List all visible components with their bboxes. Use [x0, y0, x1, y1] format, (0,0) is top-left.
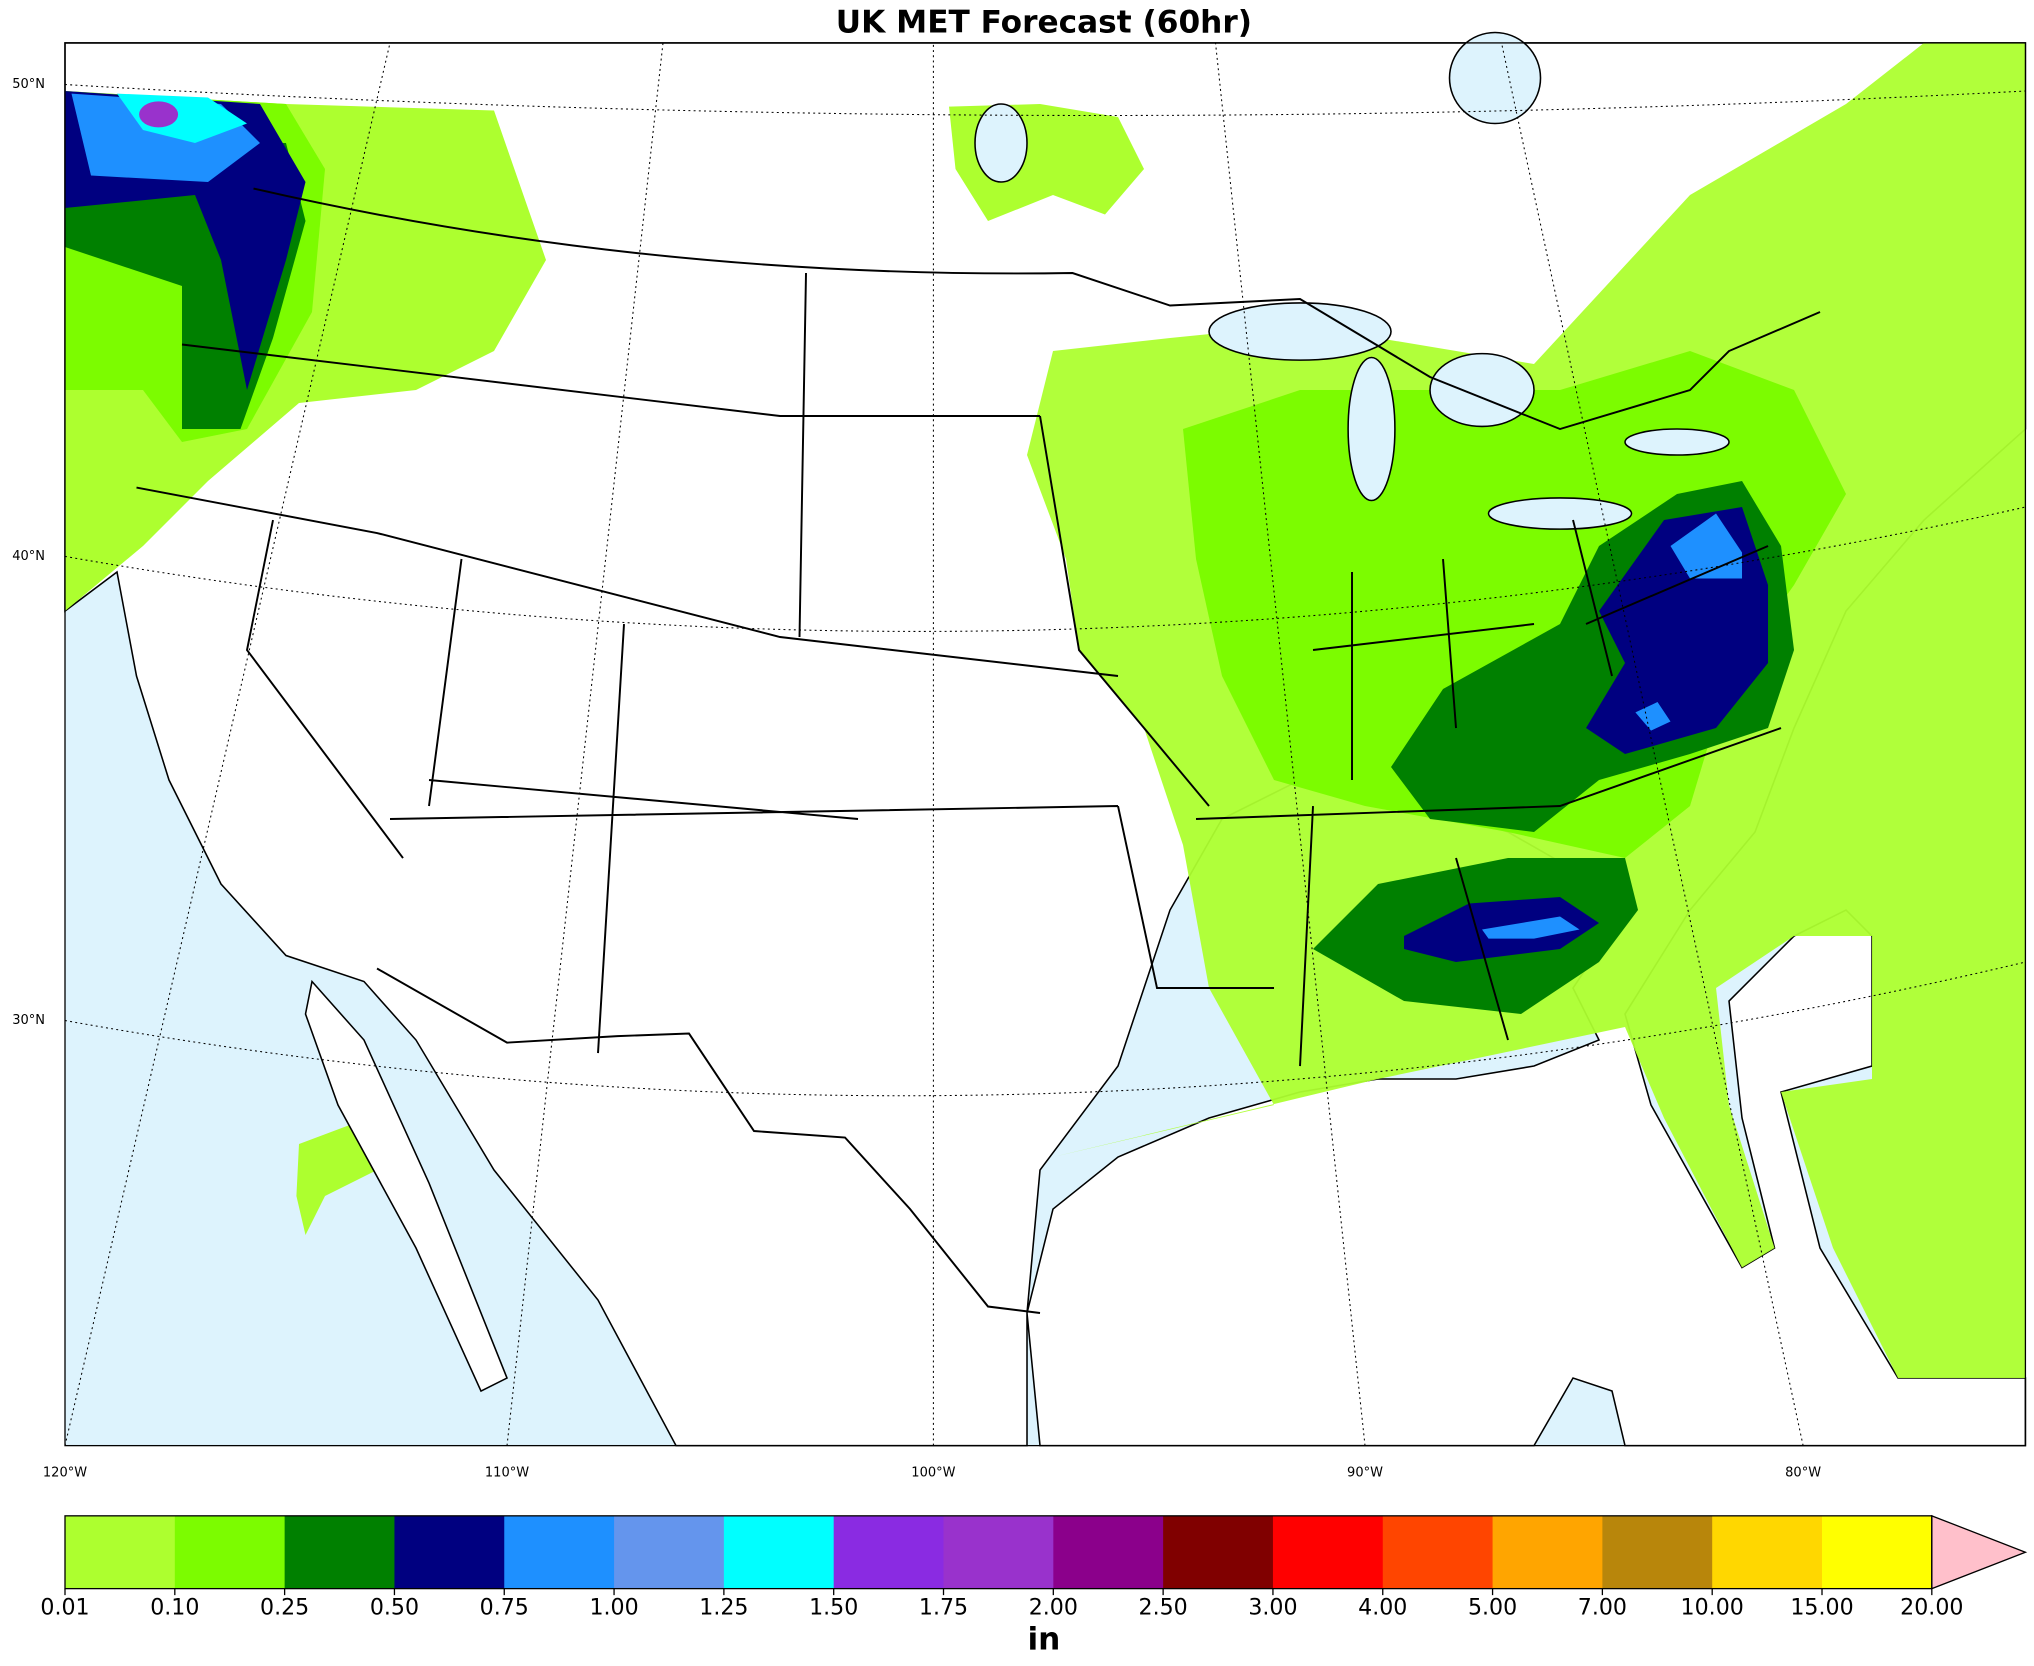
- colorbar-tick-label: 15.00: [1790, 1595, 1853, 1621]
- lat-label: 30°N: [12, 1013, 45, 1028]
- colorbar-frame: [64, 1515, 1933, 1590]
- colorbar-extend: [1931, 1514, 2028, 1590]
- colorbar-box: [1272, 1515, 1384, 1589]
- colorbar-tick-label: 7.00: [1578, 1595, 1627, 1621]
- colorbar-tick-label: 0.50: [370, 1595, 419, 1621]
- colorbar-box: [1712, 1515, 1823, 1589]
- colorbar-box: [174, 1515, 286, 1589]
- lon-label: 80°W: [1785, 1465, 1821, 1480]
- lon-label: 100°W: [911, 1465, 955, 1480]
- colorbar-box: [723, 1515, 835, 1589]
- colorbar-tick-label: 1.50: [809, 1595, 858, 1621]
- colorbar-tick-label: 10.00: [1681, 1595, 1744, 1621]
- precip-050: [1404, 507, 1769, 963]
- map: [64, 31, 2027, 1447]
- colorbar-box: [65, 1515, 176, 1589]
- colorbar-tick-label: 3.00: [1248, 1595, 1297, 1621]
- colorbar-box: [1492, 1515, 1604, 1589]
- borders: [136, 187, 1821, 1314]
- colorbar-tick-label: 0.75: [480, 1595, 529, 1621]
- colorbar-tick-label: 0.10: [150, 1595, 199, 1621]
- colorbar-label: in: [1027, 1622, 1060, 1658]
- baja: [304, 979, 508, 1393]
- lat-label: 40°N: [12, 549, 45, 564]
- colorbar-box: [1163, 1515, 1274, 1589]
- colorbar-box: [614, 1515, 725, 1589]
- colorbar-box: [1822, 1515, 1933, 1589]
- map-title: UK MET Forecast (60hr): [836, 4, 1252, 40]
- colorbar-box: [833, 1515, 945, 1589]
- precip-075: [1482, 513, 1743, 939]
- colorbar-tick-label: 20.00: [1900, 1595, 1963, 1621]
- colorbar-tick-label: 2.00: [1029, 1595, 1078, 1621]
- colorbar-tick-label: 5.00: [1468, 1595, 1517, 1621]
- precip-west-175: [139, 101, 179, 128]
- colorbar-tick-label: 1.00: [589, 1595, 638, 1621]
- lakes: [974, 31, 1730, 530]
- colorbar-box: [284, 1515, 396, 1589]
- precip-baja: [296, 1124, 378, 1236]
- colorbar-box: [1602, 1515, 1713, 1589]
- colorbar-box: [394, 1515, 505, 1589]
- colorbar-box: [1382, 1515, 1494, 1589]
- colorbar-box: [1053, 1515, 1164, 1589]
- colorbar-box: [504, 1515, 615, 1589]
- graticule: [64, 42, 2026, 1446]
- lon-label: 120°W: [43, 1465, 87, 1480]
- colorbar-tick-label: 1.25: [699, 1595, 748, 1621]
- colorbar-tick-label: 4.00: [1358, 1595, 1407, 1621]
- lon-label: 110°W: [485, 1465, 529, 1480]
- colorbar-tick-label: 0.01: [40, 1595, 89, 1621]
- map-frame: [64, 42, 2027, 1447]
- colorbar-box: [943, 1515, 1054, 1589]
- colorbar-tick-label: 0.25: [260, 1595, 309, 1621]
- colorbar-tick-label: 1.75: [919, 1595, 968, 1621]
- colorbar-tick-label: 2.50: [1139, 1595, 1188, 1621]
- lat-label: 50°N: [12, 77, 45, 92]
- lon-label: 90°W: [1347, 1465, 1383, 1480]
